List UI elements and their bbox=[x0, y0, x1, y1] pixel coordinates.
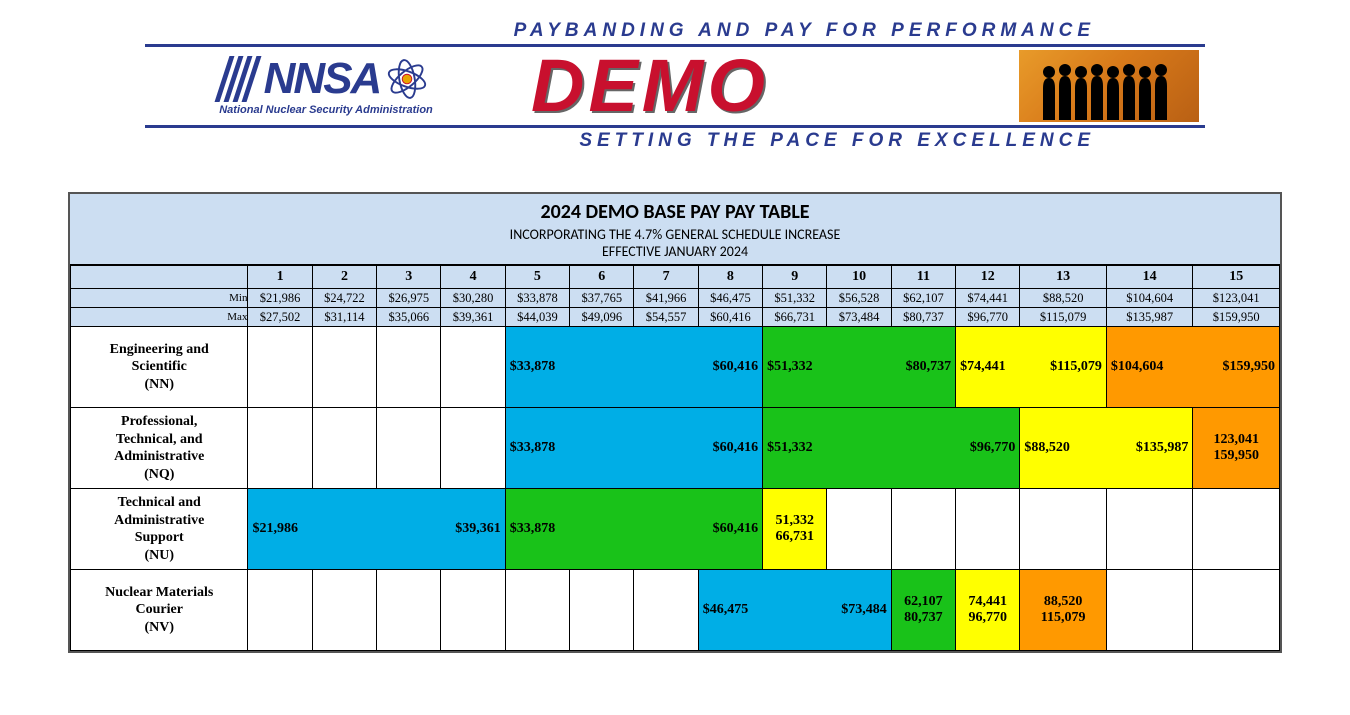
max-val: $27,502 bbox=[248, 308, 312, 327]
banner-tagline-top: PAYBANDING AND PAY FOR PERFORMANCE bbox=[145, 20, 1205, 42]
min-val: $51,332 bbox=[763, 289, 827, 308]
table-effective-date: EFFECTIVE JANUARY 2024 bbox=[70, 243, 1280, 260]
max-row: Max $27,502 $31,114 $35,066 $39,361 $44,… bbox=[71, 308, 1280, 327]
nv-band-2: 62,107 80,737 bbox=[891, 570, 955, 651]
nq-band-3: $88,520 $135,987 bbox=[1020, 408, 1193, 489]
min-label: Min bbox=[71, 289, 248, 308]
nq-band-4: 123,041 159,950 bbox=[1193, 408, 1280, 489]
max-val: $80,737 bbox=[891, 308, 955, 327]
step-col: 11 bbox=[891, 266, 955, 289]
nn-band-1: $33,878 $60,416 bbox=[505, 327, 762, 408]
max-val: $49,096 bbox=[570, 308, 634, 327]
step-col: 15 bbox=[1193, 266, 1280, 289]
max-val: $54,557 bbox=[634, 308, 698, 327]
row-nv-label: Nuclear Materials Courier (NV) bbox=[71, 570, 248, 651]
min-val: $30,280 bbox=[441, 289, 505, 308]
min-val: $33,878 bbox=[505, 289, 569, 308]
max-label: Max bbox=[71, 308, 248, 327]
pay-table-container: 2024 DEMO BASE PAY PAY TABLE INCORPORATI… bbox=[68, 192, 1282, 653]
step-col: 10 bbox=[827, 266, 891, 289]
table-subtitle: INCORPORATING THE 4.7% GENERAL SCHEDULE … bbox=[70, 226, 1280, 243]
max-val: $44,039 bbox=[505, 308, 569, 327]
banner-strip: NNSA National Nuclear Security Administr… bbox=[145, 44, 1205, 128]
max-val: $31,114 bbox=[312, 308, 376, 327]
nn-band-4: $104,604 $159,950 bbox=[1106, 327, 1279, 408]
step-col: 8 bbox=[698, 266, 762, 289]
row-nq: Professional, Technical, and Administrat… bbox=[71, 408, 1280, 489]
step-col: 4 bbox=[441, 266, 505, 289]
min-row: Min $21,986 $24,722 $26,975 $30,280 $33,… bbox=[71, 289, 1280, 308]
nq-band-1: $33,878 $60,416 bbox=[505, 408, 762, 489]
max-val: $39,361 bbox=[441, 308, 505, 327]
nv-band-4: 88,520 115,079 bbox=[1020, 570, 1107, 651]
row-nn: Engineering and Scientific (NN) $33,878 … bbox=[71, 327, 1280, 408]
nnsa-subtitle: National Nuclear Security Administration bbox=[219, 104, 433, 116]
nv-band-3: 74,441 96,770 bbox=[956, 570, 1020, 651]
banner-tagline-bottom: SETTING THE PACE FOR EXCELLENCE bbox=[145, 130, 1205, 152]
row-nu-label: Technical and Administrative Support (NU… bbox=[71, 489, 248, 570]
header-banner: PAYBANDING AND PAY FOR PERFORMANCE NNSA bbox=[145, 20, 1205, 152]
min-val: $123,041 bbox=[1193, 289, 1280, 308]
demo-wordmark: DEMO bbox=[531, 49, 769, 123]
logo-stripes-icon bbox=[214, 56, 261, 102]
nnsa-letters: NNSA bbox=[264, 57, 381, 101]
people-silhouette-icon bbox=[1019, 50, 1199, 122]
min-val: $88,520 bbox=[1020, 289, 1107, 308]
max-val: $96,770 bbox=[956, 308, 1020, 327]
table-title: 2024 DEMO BASE PAY PAY TABLE bbox=[70, 200, 1280, 224]
nnsa-logo: NNSA National Nuclear Security Administr… bbox=[151, 56, 501, 116]
min-val: $21,986 bbox=[248, 289, 312, 308]
step-col: 1 bbox=[248, 266, 312, 289]
row-nq-label: Professional, Technical, and Administrat… bbox=[71, 408, 248, 489]
min-val: $104,604 bbox=[1106, 289, 1193, 308]
row-nn-label: Engineering and Scientific (NN) bbox=[71, 327, 248, 408]
step-col: 3 bbox=[377, 266, 441, 289]
nu-band-2: $33,878 $60,416 bbox=[505, 489, 762, 570]
min-val: $37,765 bbox=[570, 289, 634, 308]
max-val: $135,987 bbox=[1106, 308, 1193, 327]
min-val: $41,966 bbox=[634, 289, 698, 308]
step-col: 14 bbox=[1106, 266, 1193, 289]
min-val: $46,475 bbox=[698, 289, 762, 308]
row-nv: Nuclear Materials Courier (NV) $46,475 $… bbox=[71, 570, 1280, 651]
atom-icon bbox=[384, 56, 430, 102]
nn-band-3: $74,441 $115,079 bbox=[956, 327, 1107, 408]
max-val: $35,066 bbox=[377, 308, 441, 327]
nv-band-1: $46,475 $73,484 bbox=[698, 570, 891, 651]
step-col: 5 bbox=[505, 266, 569, 289]
step-col: 12 bbox=[956, 266, 1020, 289]
max-val: $73,484 bbox=[827, 308, 891, 327]
pay-table: 1 2 3 4 5 6 7 8 9 10 11 12 13 14 15 Min … bbox=[70, 265, 1280, 651]
max-val: $66,731 bbox=[763, 308, 827, 327]
min-val: $24,722 bbox=[312, 289, 376, 308]
step-col: 13 bbox=[1020, 266, 1107, 289]
row-nu: Technical and Administrative Support (NU… bbox=[71, 489, 1280, 570]
steps-header-row: 1 2 3 4 5 6 7 8 9 10 11 12 13 14 15 bbox=[71, 266, 1280, 289]
min-val: $56,528 bbox=[827, 289, 891, 308]
step-col: 2 bbox=[312, 266, 376, 289]
nq-band-2: $51,332 $96,770 bbox=[763, 408, 1020, 489]
step-col: 6 bbox=[570, 266, 634, 289]
max-val: $115,079 bbox=[1020, 308, 1107, 327]
min-val: $74,441 bbox=[956, 289, 1020, 308]
nu-band-3: 51,332 66,731 bbox=[763, 489, 827, 570]
min-val: $26,975 bbox=[377, 289, 441, 308]
table-title-block: 2024 DEMO BASE PAY PAY TABLE INCORPORATI… bbox=[70, 194, 1280, 265]
max-val: $159,950 bbox=[1193, 308, 1280, 327]
step-col: 7 bbox=[634, 266, 698, 289]
step-col: 9 bbox=[763, 266, 827, 289]
min-val: $62,107 bbox=[891, 289, 955, 308]
max-val: $60,416 bbox=[698, 308, 762, 327]
nn-band-2: $51,332 $80,737 bbox=[763, 327, 956, 408]
nu-band-1: $21,986 $39,361 bbox=[248, 489, 505, 570]
